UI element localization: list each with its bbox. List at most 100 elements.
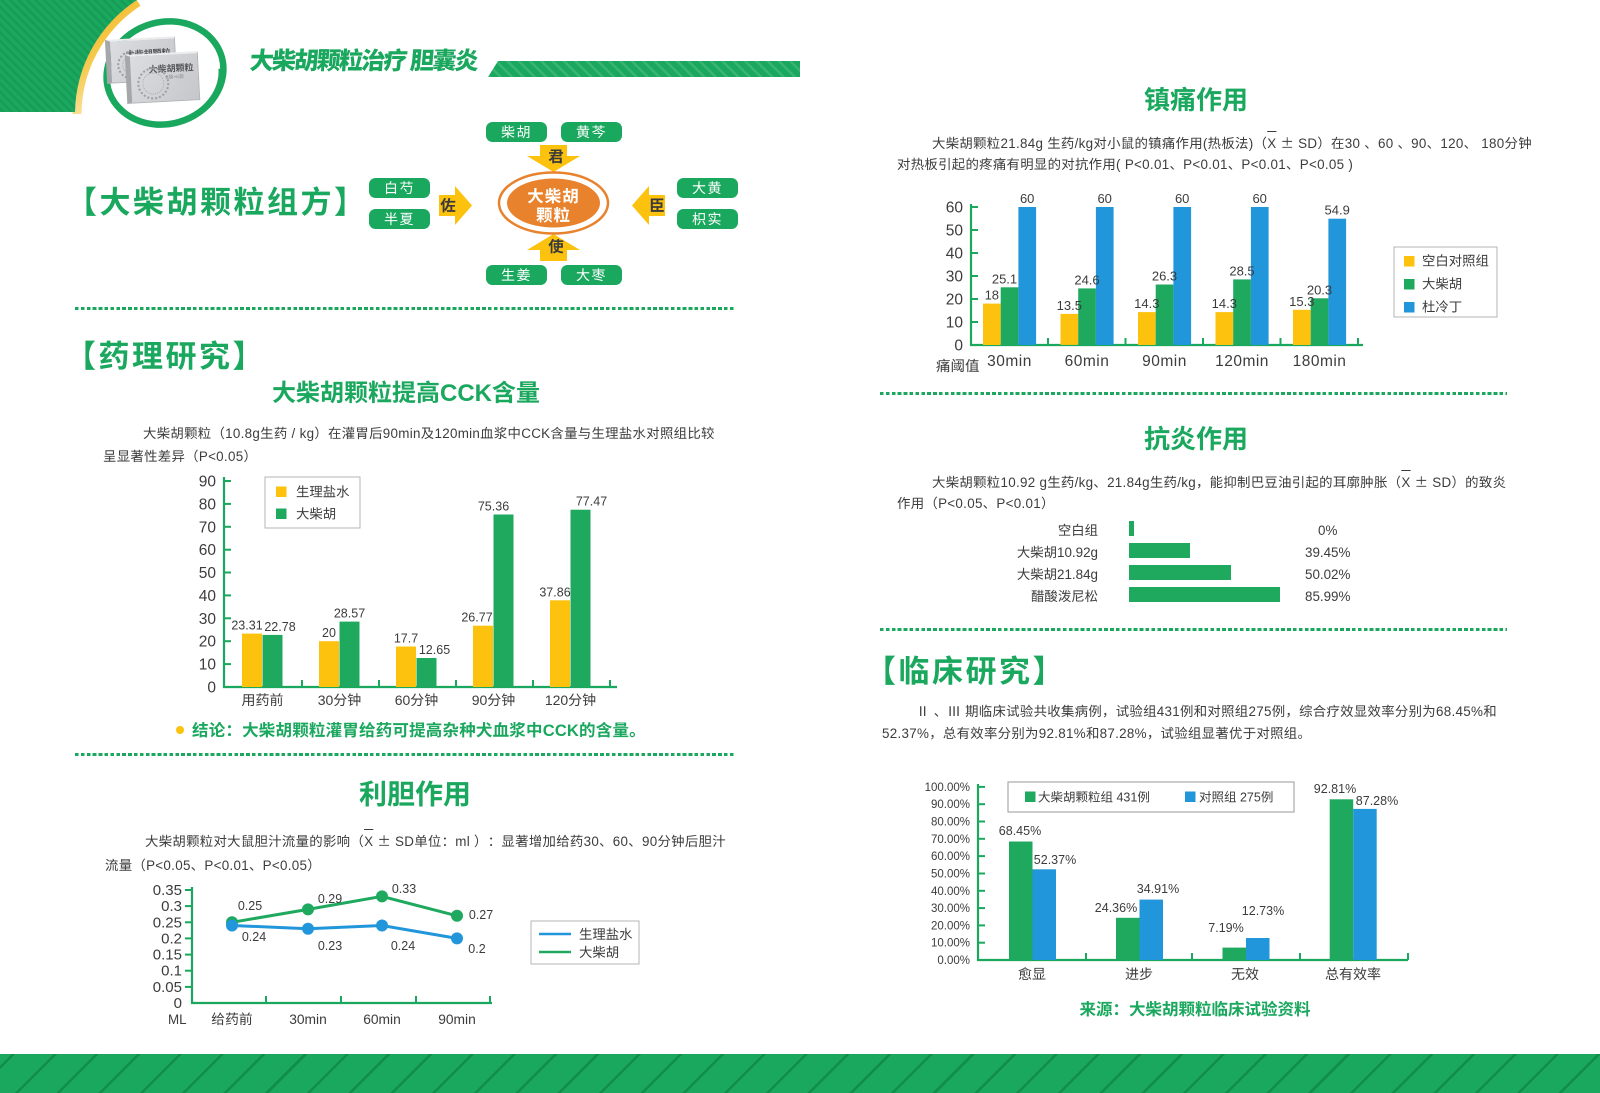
svg-text:愈显: 愈显 [1018,964,1046,984]
svg-text:0: 0 [207,676,216,698]
svg-text:90: 90 [199,469,217,491]
svg-text:10: 10 [199,653,217,675]
svg-text:77.47: 77.47 [576,491,607,510]
svg-text:颗粒: 颗粒 [536,202,571,226]
svg-text:ML: ML [168,1008,187,1028]
svg-text:90.00%: 90.00% [931,796,970,812]
svg-text:大柴胡: 大柴胡 [579,941,619,961]
svg-text:0.23: 0.23 [318,935,342,954]
svg-text:50: 50 [946,219,964,241]
svg-text:30min: 30min [289,1008,327,1028]
svg-text:30.00%: 30.00% [931,900,970,916]
svg-text:0.2: 0.2 [161,927,182,948]
svg-text:0.00%: 0.00% [937,952,970,968]
svg-text:23.31: 23.31 [231,615,262,634]
svg-text:大柴胡: 大柴胡 [296,503,336,523]
svg-text:70: 70 [199,515,217,537]
svg-text:生理盐水: 生理盐水 [296,481,350,501]
svg-text:120min: 120min [1215,349,1269,371]
svg-text:无效: 无效 [1231,964,1259,984]
svg-text:君: 君 [548,145,564,167]
svg-text:87.28%: 87.28% [1356,790,1398,809]
svg-text:10.00%: 10.00% [931,935,970,951]
svg-text:30分钟: 30分钟 [318,690,362,710]
svg-text:30: 30 [946,265,964,287]
svg-text:54.9: 54.9 [1325,200,1350,219]
svg-text:37.86: 37.86 [539,581,570,600]
svg-text:24.36%: 24.36% [1095,897,1137,916]
svg-text:13.5: 13.5 [1057,295,1082,314]
svg-text:14.3: 14.3 [1212,293,1237,312]
svg-text:0.25: 0.25 [238,895,262,914]
svg-text:20.3: 20.3 [1307,279,1332,298]
svg-text:60: 60 [1020,190,1034,207]
svg-text:40: 40 [946,242,964,264]
svg-text:180min: 180min [1293,349,1347,371]
svg-text:70.00%: 70.00% [931,831,970,847]
svg-text:18: 18 [985,285,999,304]
svg-text:60min: 60min [1065,349,1110,371]
svg-text:痛阈值: 痛阈值 [936,355,980,376]
svg-text:26.3: 26.3 [1152,266,1177,285]
svg-text:7.19%: 7.19% [1208,917,1243,936]
svg-text:26.77: 26.77 [461,607,492,626]
svg-text:用药前: 用药前 [242,690,284,710]
svg-text:80.00%: 80.00% [931,814,970,830]
svg-text:给药前: 给药前 [211,1008,253,1028]
svg-text:30min: 30min [987,349,1032,371]
svg-text:90min: 90min [1142,349,1187,371]
svg-text:20.00%: 20.00% [931,917,970,933]
svg-text:75.36: 75.36 [478,496,509,515]
svg-text:0.1: 0.1 [161,960,182,981]
svg-text:0.3: 0.3 [161,895,182,916]
svg-text:0.24: 0.24 [242,926,266,945]
svg-text:40: 40 [199,584,217,606]
svg-text:92.81%: 92.81% [1314,778,1356,797]
svg-text:60: 60 [199,538,217,560]
svg-text:杜冷丁: 杜冷丁 [1422,296,1462,316]
svg-text:使: 使 [548,235,564,257]
svg-text:60: 60 [946,196,964,218]
svg-text:大柴胡颗粒组 431例: 大柴胡颗粒组 431例 [1038,787,1150,806]
svg-text:50: 50 [199,561,217,583]
svg-text:60min: 60min [363,1008,401,1028]
svg-text:60分钟: 60分钟 [395,690,439,710]
svg-text:12.65: 12.65 [419,639,450,658]
svg-text:生理盐水: 生理盐水 [579,923,633,943]
svg-text:0.25: 0.25 [153,911,182,932]
svg-text:0: 0 [174,992,182,1013]
svg-text:34.91%: 34.91% [1137,878,1179,897]
svg-text:24.6: 24.6 [1074,269,1099,288]
svg-text:28.5: 28.5 [1229,260,1254,279]
svg-text:0.05: 0.05 [153,976,182,997]
svg-text:0.29: 0.29 [318,888,342,907]
svg-text:50.00%: 50.00% [931,865,970,881]
svg-text:30: 30 [199,607,217,629]
svg-text:15.3: 15.3 [1289,291,1314,310]
svg-text:80: 80 [199,492,217,514]
svg-text:空白对照组: 空白对照组 [1422,250,1489,270]
svg-text:20: 20 [322,622,336,641]
svg-text:大柴胡: 大柴胡 [1422,273,1462,293]
svg-text:22.78: 22.78 [264,616,295,635]
svg-text:0.15: 0.15 [153,944,182,965]
svg-text:52.37%: 52.37% [1034,849,1076,868]
svg-text:60.00%: 60.00% [931,848,970,864]
svg-text:40.00%: 40.00% [931,883,970,899]
svg-text:90分钟: 90分钟 [472,690,516,710]
svg-text:20: 20 [946,288,964,310]
svg-text:12.73%: 12.73% [1242,900,1284,919]
svg-text:60: 60 [1252,190,1266,207]
svg-text:20: 20 [199,630,217,652]
svg-text:进步: 进步 [1125,964,1153,984]
svg-text:60: 60 [1097,190,1111,207]
svg-text:90min: 90min [438,1008,476,1028]
svg-text:120分钟: 120分钟 [545,690,596,710]
svg-text:0.35: 0.35 [153,879,182,900]
svg-text:28.57: 28.57 [334,603,365,622]
svg-text:68.45%: 68.45% [999,820,1041,839]
svg-text:17.7: 17.7 [394,627,418,646]
svg-text:0.24: 0.24 [391,935,415,954]
svg-text:臣: 臣 [649,194,665,216]
svg-text:佐: 佐 [440,194,456,216]
